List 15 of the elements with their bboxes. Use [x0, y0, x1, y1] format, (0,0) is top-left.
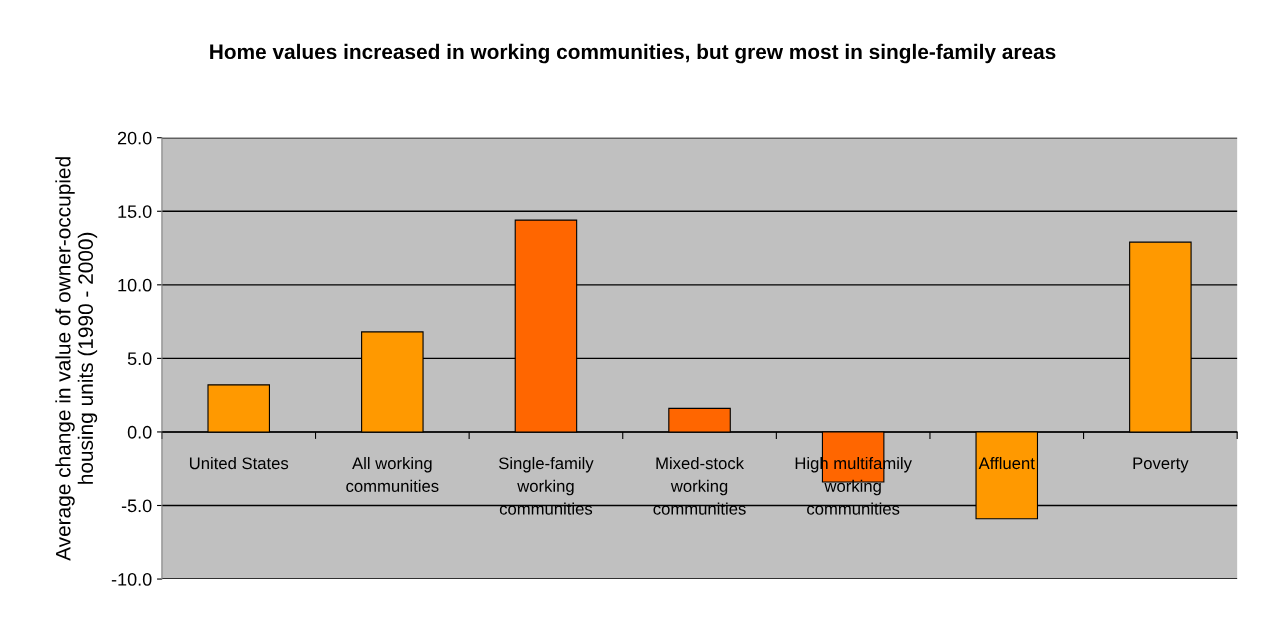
- y-axis-title: Average change in value of owner-occupied housing units (1990 - 2000): [55, 157, 98, 561]
- y-tick-label: 15.0: [118, 205, 152, 218]
- x-tick-label: Single-family working communities: [499, 456, 594, 515]
- y-tick-label: -5.0: [121, 499, 152, 513]
- y-tick-label: -10.0: [111, 572, 152, 586]
- x-tick-label: Poverty: [1133, 457, 1189, 473]
- x-tick-label: Mixed-stock working communities: [653, 456, 746, 515]
- y-tick-label: 5.0: [127, 352, 152, 366]
- x-tick-label: United States: [189, 456, 289, 470]
- y-tick-label: 20.0: [117, 131, 152, 145]
- chart-title: Home values increased in working communities, but grew most in single-family areas: [210, 43, 1056, 64]
- x-tick-label: All working communities: [346, 456, 439, 492]
- y-tick-label: 10.0: [118, 278, 152, 292]
- y-tick-label: 0.0: [127, 425, 152, 439]
- x-tick-label: Affluent: [978, 456, 1035, 470]
